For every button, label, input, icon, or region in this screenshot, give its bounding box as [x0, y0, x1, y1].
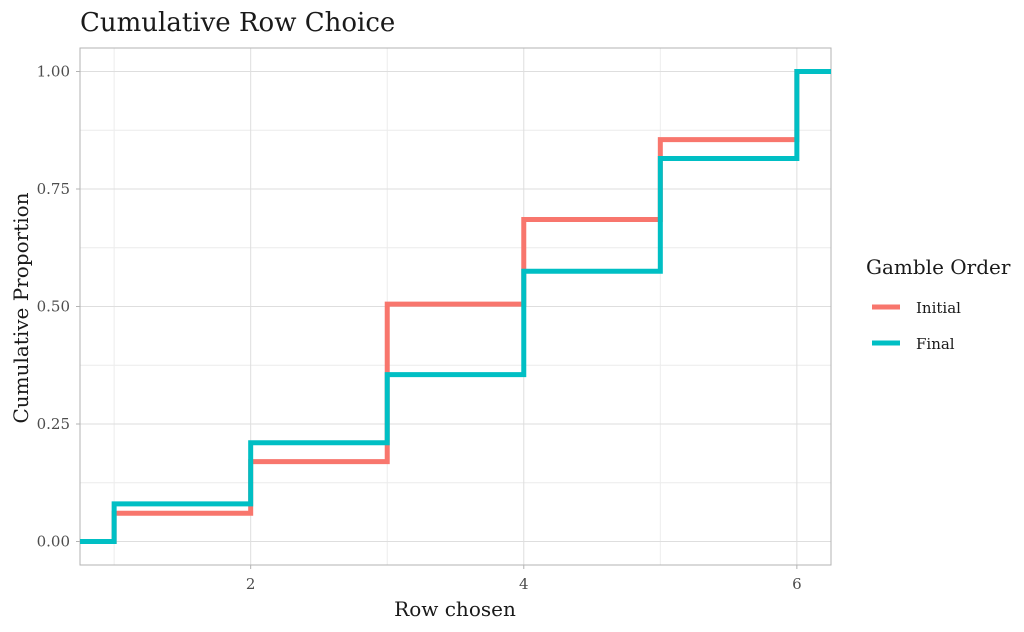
- x-axis-title: Row chosen: [394, 597, 516, 621]
- y-axis-title: Cumulative Proportion: [9, 192, 33, 423]
- y-tick-label: 0.00: [37, 533, 70, 551]
- y-tick-label: 0.25: [37, 415, 70, 433]
- series-group: [80, 69, 831, 544]
- legend-label-final: Final: [916, 335, 955, 353]
- x-tick-label: 4: [519, 575, 529, 593]
- legend-title: Gamble Order: [866, 255, 1011, 279]
- legend: Gamble Order Initial Final: [866, 255, 1011, 353]
- y-tick-label: 0.75: [37, 180, 70, 198]
- x-tick-label: 2: [246, 575, 256, 593]
- series-line-final: [80, 69, 831, 544]
- x-tick-label: 6: [792, 575, 802, 593]
- axis-ticks: 2 4 6 0.00 0.25 0.50 0.75 1.00: [37, 63, 802, 594]
- series-line-initial: [80, 69, 831, 544]
- chart-title: Cumulative Row Choice: [80, 8, 395, 38]
- y-tick-label: 0.50: [37, 298, 70, 316]
- legend-label-initial: Initial: [916, 299, 961, 317]
- y-tick-label: 1.00: [37, 63, 70, 81]
